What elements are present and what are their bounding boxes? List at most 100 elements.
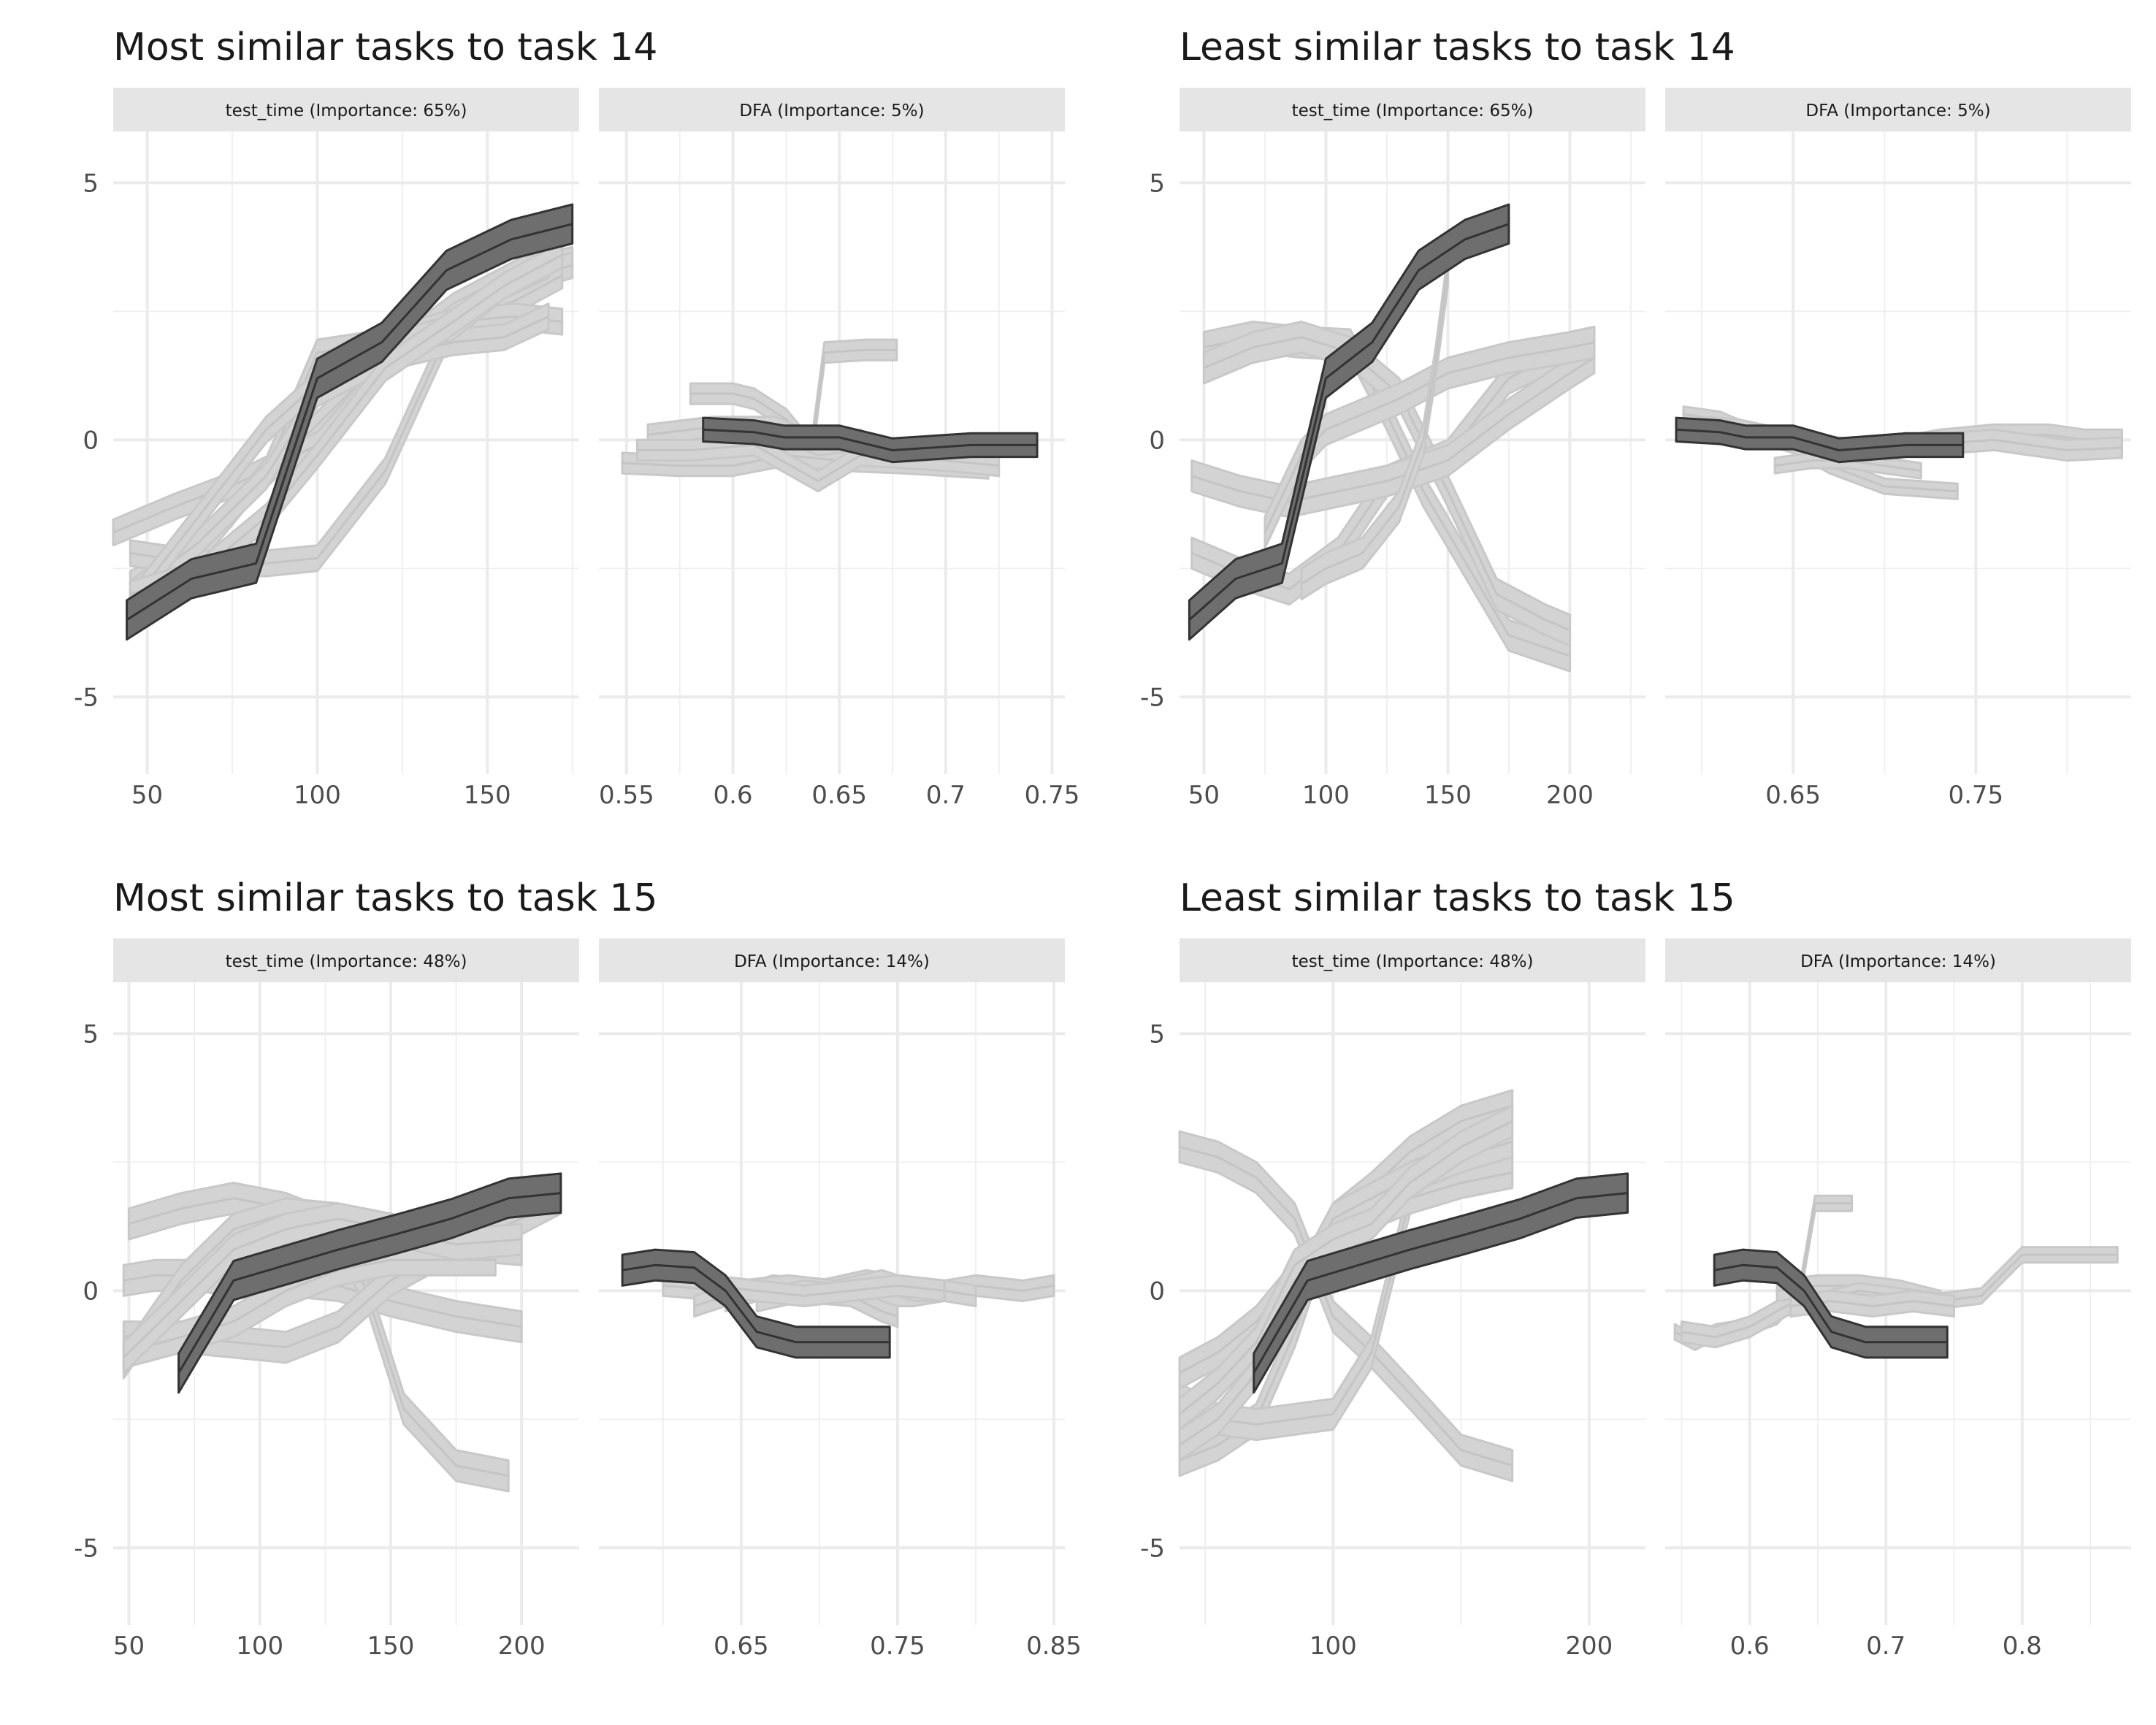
comparison-series [1178,1130,1514,1483]
comparison-series-ribbon [1178,1130,1514,1483]
facet-strip [599,938,1065,982]
y-tick-label: 5 [83,1020,99,1049]
highlight-series [702,416,1039,464]
chart-panel: Least similar tasks to task 15 -5 0 5 test_t… [1140,876,2131,1661]
x-tick-label: 0.55 [599,781,654,810]
facet-strip-label: DFA (Importance: 14%) [734,952,930,971]
panel-title: Least similar tasks to task 14 [1180,26,1735,69]
facet-strip [599,88,1065,131]
y-tick-label: -5 [1140,683,1165,712]
facet-strip-label: test_time (Importance: 48%) [1292,952,1534,971]
panel-title: Least similar tasks to task 15 [1180,876,1735,920]
facet-1: test_time (Importance: 48%) 50 100 150 200 [113,938,579,1661]
x-tick-label: 0.6 [1730,1632,1770,1661]
facet-2: DFA (Importance: 5%) 0.55 0.6 0.65 0.7 0.75 [599,88,1079,810]
y-tick-label: 0 [1149,1277,1165,1306]
y-tick-label: 5 [1149,169,1165,198]
x-tick-label: 0.75 [1948,781,2003,810]
highlight-series-line [177,1192,562,1374]
highlight-series-line [1713,1263,1948,1344]
y-tick-label: 5 [1149,1020,1165,1049]
comparison-series-line [1179,1145,1513,1467]
y-tick-label: -5 [74,683,99,712]
x-tick-label: 0.7 [926,781,966,810]
facet-2: DFA (Importance: 14%) 0.65 0.75 0.85 [599,938,1082,1661]
highlight-series-ribbon [1188,203,1510,641]
highlight-series-line [1188,223,1510,621]
comparison-series-line [123,1217,522,1358]
x-tick-label: 100 [1310,1632,1357,1661]
highlight-series-ribbon [177,1172,562,1394]
highlight-series [1188,203,1510,641]
y-tick-label: 0 [83,1277,99,1306]
comparison-series-line [637,443,999,483]
highlight-series-ribbon [1713,1248,1949,1359]
x-tick-label: 50 [1188,781,1220,810]
comparison-series-line [1191,356,1595,503]
y-tick-label: 5 [83,169,99,198]
x-tick-label: 0.8 [2003,1632,2042,1661]
comparison-series-ribbon [708,1274,946,1307]
facet-1: test_time (Importance: 65%) 50 100 150 [112,88,579,810]
highlight-series [1253,1172,1629,1394]
x-tick-label: 0.65 [811,781,867,810]
facet-strip [1665,88,2131,131]
highlight-series [621,1248,891,1359]
chart-panel: Least similar tasks to task 14 -5 0 5 test_t… [1140,26,2131,810]
facet-1: test_time (Importance: 65%) 50 100 150 200 [1180,88,1645,810]
x-tick-label: 50 [113,1632,145,1661]
highlight-series [1713,1248,1949,1359]
facet-strip [1665,938,2131,982]
x-tick-label: 200 [1565,1632,1613,1661]
facet-strip-label: test_time (Importance: 65%) [1292,102,1534,121]
x-tick-label: 0.65 [714,1632,769,1661]
highlight-series-ribbon [1253,1172,1629,1394]
facet-strip-label: DFA (Importance: 14%) [1800,952,1996,971]
highlight-series [177,1172,562,1394]
highlight-series-line [703,428,1038,451]
panel-title: Most similar tasks to task 15 [113,876,658,920]
facet-strip-label: DFA (Importance: 5%) [739,102,924,121]
comparison-series-ribbon [1202,321,1571,647]
highlight-series-line [126,223,573,621]
highlight-series-line [1675,428,1963,451]
x-tick-label: 200 [1546,781,1594,810]
comparison-series [708,1274,946,1307]
y-tick-label: -5 [74,1534,99,1563]
highlight-series [126,203,574,641]
highlight-series-ribbon [621,1248,891,1359]
highlight-series-line [1253,1192,1628,1374]
facet-2: DFA (Importance: 5%) 0.65 0.75 [1665,88,2131,810]
chart-panel: Most similar tasks to task 14 -5 0 5 test_ti… [74,26,1079,810]
x-tick-label: 0.7 [1866,1632,1905,1661]
x-tick-label: 0.75 [870,1632,925,1661]
x-tick-label: 0.75 [1025,781,1080,810]
x-tick-label: 0.85 [1026,1632,1082,1661]
highlight-series [1675,416,1965,464]
facet-2: DFA (Importance: 14%) 0.6 0.7 0.8 [1665,938,2131,1661]
facet-strip [113,938,579,982]
comparison-series [1789,1289,1955,1318]
x-tick-label: 100 [1302,781,1350,810]
x-tick-label: 100 [294,781,341,810]
facet-strip-label: test_time (Importance: 48%) [226,952,467,971]
comparison-series [1300,253,1449,601]
facet-strip [1180,88,1645,131]
x-tick-label: 150 [367,1632,414,1661]
x-tick-label: 100 [236,1632,283,1661]
x-tick-label: 0.6 [713,781,752,810]
y-tick-label: 0 [1149,426,1165,455]
y-tick-label: 0 [83,426,99,455]
comparison-series-line [1817,1253,2118,1302]
comparison-series-line [1179,1120,1513,1415]
comparison-series-line [1301,269,1449,585]
x-tick-label: 200 [498,1632,546,1661]
highlight-series-ribbon [1675,416,1965,464]
panel-title: Most similar tasks to task 14 [113,26,658,69]
highlight-series-ribbon [702,416,1039,464]
chart-panel: Most similar tasks to task 15 -5 0 5 test_ti… [74,876,1082,1661]
facet-strip [1180,938,1645,982]
facet-strip [113,88,579,131]
facet-strip-label: DFA (Importance: 5%) [1805,102,1990,121]
